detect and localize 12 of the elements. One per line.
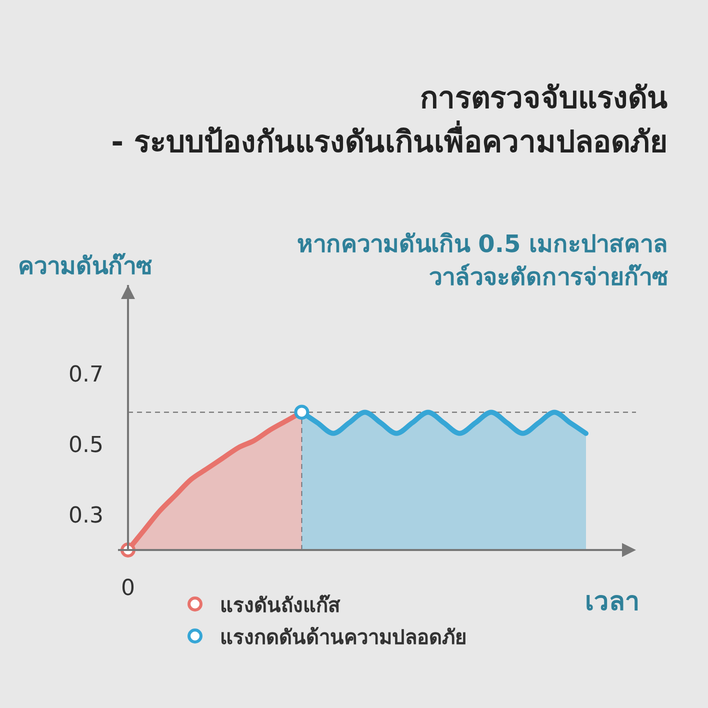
legend-label: แรงดันถังแก๊ส <box>220 593 341 617</box>
annotation: วาล์วจะตัดการจ่ายก๊าซ <box>429 263 668 291</box>
legend-label: แรงกดดันด้านความปลอดภัย <box>220 625 467 649</box>
y-tick-label: 0.5 <box>68 433 104 458</box>
chart-subtitle: - ระบบป้องกันแรงดันเกินเพื่อความปลอดภัย <box>111 120 668 160</box>
text: หากความดันเกิน 0.5 เมกะปาสคาล <box>296 230 668 258</box>
chart-title: การตรวจจับแรงดัน <box>420 81 668 116</box>
y-axis-title: ความดันก๊าซ <box>18 252 152 280</box>
x-axis-title: เวลา <box>585 587 640 617</box>
y-tick-label: 0.7 <box>68 362 104 388</box>
x-tick-label: 0 <box>121 576 135 601</box>
y-tick-label: 0.3 <box>68 504 104 529</box>
